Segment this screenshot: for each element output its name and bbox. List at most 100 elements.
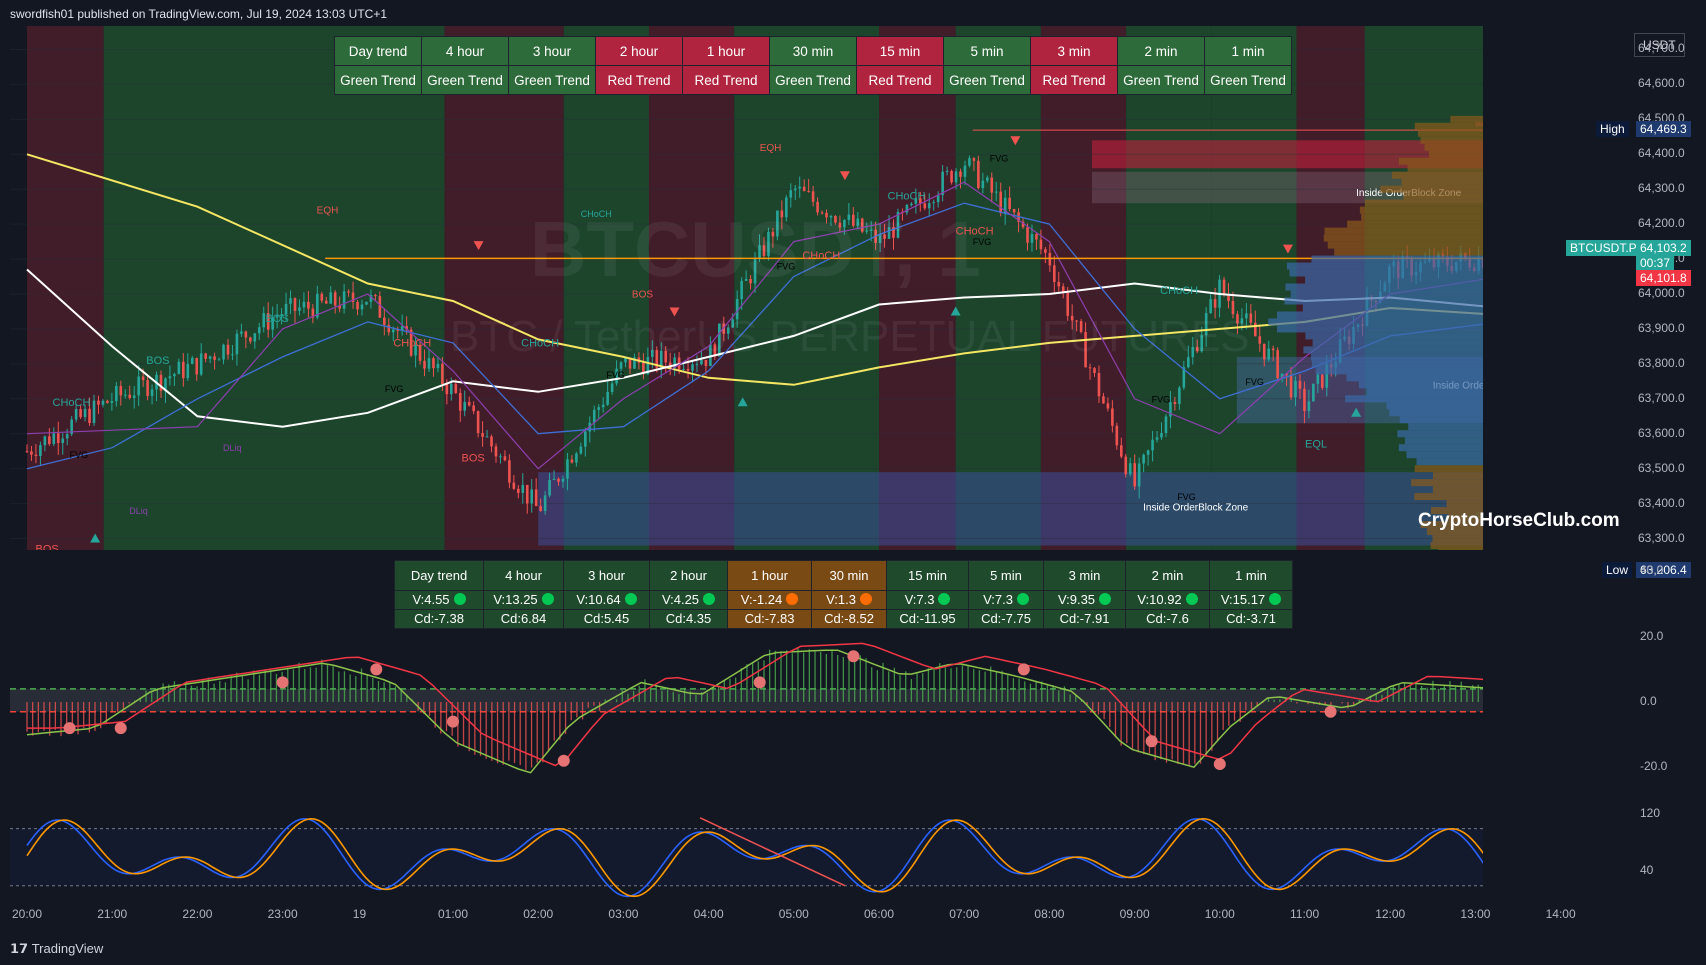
symbol-watermark: BTCUSDT, 1	[530, 205, 981, 293]
volume-profile-bar	[1312, 339, 1483, 347]
annotation-label: FVG	[385, 384, 404, 394]
candle-body	[1079, 321, 1083, 332]
volume-cd-cell: Cd:-7.91	[1043, 609, 1126, 629]
annotation-label: CHoCH	[802, 250, 840, 262]
candle-body	[945, 170, 949, 172]
candle-body	[584, 431, 587, 447]
annotation-label: CHoCH	[888, 191, 926, 203]
volume-profile-bar	[1438, 549, 1483, 556]
status-dot-icon	[453, 593, 466, 605]
triangle-up-icon	[1351, 407, 1362, 417]
candle-body	[570, 459, 574, 463]
triangle-down-icon	[839, 171, 850, 181]
candle-body	[396, 329, 400, 331]
signal-dot	[370, 663, 383, 676]
candle-body	[682, 368, 685, 370]
time-tick: 01:00	[438, 907, 469, 921]
volume-profile-bar	[1432, 535, 1483, 543]
candle-body	[1070, 315, 1074, 321]
trend-header-cell: 5 min	[943, 36, 1031, 66]
candle-body	[150, 389, 154, 396]
candle-body	[1236, 314, 1239, 324]
volume-cd-cell: Cd:-7.38	[394, 609, 484, 629]
time-tick: 05:00	[778, 907, 809, 921]
candle-body	[253, 333, 257, 342]
candle-body	[213, 356, 216, 360]
ema-blue-line	[26, 202, 1502, 470]
volume-v-text: V:-1.24	[740, 592, 783, 607]
annotation-label: CHoCH	[1160, 285, 1198, 297]
candle-body	[467, 401, 471, 406]
candle-body	[374, 295, 377, 297]
candle-body	[753, 259, 757, 284]
candle-body	[673, 357, 676, 369]
price-tick: 64,700.0	[1638, 41, 1685, 56]
volume-cd-cell: Cd:-7.83	[727, 609, 812, 629]
high-badge-label: High	[1596, 121, 1629, 138]
candle-body	[329, 292, 333, 304]
triangle-up-icon	[950, 306, 961, 316]
volume-profile-bar	[1286, 262, 1483, 270]
candle-body	[1008, 197, 1011, 210]
candle-body	[458, 393, 462, 411]
price-pane[interactable]: BTCUSDT, 1 BTC / TetherUS PERPETUAL FUTUR…	[10, 26, 1538, 572]
candle-body	[1213, 299, 1217, 308]
candle-body	[30, 451, 33, 455]
candle-body	[642, 362, 645, 375]
price-axis[interactable]: USDT 64,700.0 64,600.0 64,500.0 64,400.0 64,…	[1490, 26, 1706, 926]
candle-body	[418, 344, 422, 361]
session-band	[1040, 26, 1127, 550]
candle-body	[1178, 387, 1181, 404]
volume-header-cell: Day trend	[394, 560, 484, 591]
candle-body	[1061, 286, 1065, 293]
price-tick: 63,300.0	[1638, 530, 1685, 545]
candle-body	[905, 205, 909, 213]
volume-header-cell: 3 min	[1043, 560, 1126, 591]
desc-watermark: BTC / TetherUS PERPETUAL FUTURES	[450, 312, 1250, 361]
ema-purple-line	[26, 181, 1502, 470]
currency-label[interactable]: USDT	[1634, 33, 1685, 57]
annotation-label: FVG	[990, 153, 1009, 163]
candle-body	[128, 394, 132, 399]
candle-body	[450, 384, 453, 395]
oscillator-pane[interactable]	[10, 555, 1502, 800]
candle-body	[1289, 375, 1293, 398]
candle-body	[843, 220, 846, 228]
candle-body	[88, 408, 91, 424]
tv-logo-icon: 𝟭𝟳	[10, 941, 32, 956]
candle-body	[986, 177, 989, 181]
candle-body	[1195, 347, 1199, 352]
price-tick: 63,700.0	[1638, 390, 1685, 405]
volume-v-text: V:10.92	[1137, 592, 1182, 607]
candle-body	[39, 445, 42, 457]
trend-header-cell: 3 min	[1030, 36, 1118, 66]
volume-profile-bar	[1407, 164, 1483, 172]
status-dot-icon	[1016, 593, 1029, 605]
signal-dot	[1324, 705, 1337, 718]
candle-body	[1222, 279, 1226, 294]
time-axis[interactable]: 20:00 21:00 22:00 23:00 19 01:00 02:00 03:00 04:…	[0, 900, 1576, 922]
stoch-d-line	[26, 817, 1502, 898]
trend-header-cell: 1 hour	[682, 36, 770, 66]
candle-body	[262, 313, 266, 328]
candle-body	[83, 408, 87, 418]
candle-body	[1003, 197, 1007, 213]
candle-body	[709, 344, 712, 367]
stoch-pane[interactable]	[10, 800, 1502, 900]
volume-profile-bar	[1406, 451, 1483, 459]
candle-body	[981, 180, 985, 189]
signal-dot	[753, 676, 766, 689]
candle-body	[838, 222, 842, 228]
candle-body	[1312, 383, 1315, 402]
signal-dot	[1213, 758, 1226, 771]
candle-body	[1307, 401, 1311, 412]
candle-body	[762, 245, 766, 256]
candle-body	[1245, 313, 1248, 319]
candle-body	[320, 293, 324, 301]
candle-body	[534, 489, 538, 507]
candle-body	[954, 171, 958, 183]
status-dot-icon	[1099, 593, 1112, 605]
candle-body	[324, 300, 328, 304]
candle-body	[168, 376, 172, 379]
volume-profile-bar	[1448, 514, 1483, 522]
